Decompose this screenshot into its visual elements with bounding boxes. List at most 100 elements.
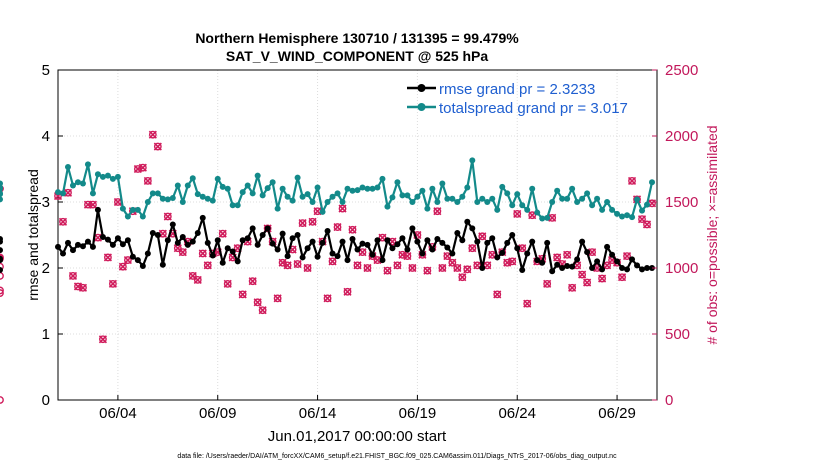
spread-point	[464, 184, 471, 191]
obs-point	[0, 186, 4, 193]
spread-point	[219, 183, 226, 190]
spread-point	[199, 193, 206, 200]
rmse-point	[454, 230, 461, 237]
spread-point	[129, 206, 136, 213]
rmse-point	[264, 225, 271, 232]
obs-point	[363, 263, 372, 273]
obs-point	[353, 261, 362, 270]
spread-point	[344, 185, 351, 192]
spread-point	[169, 195, 176, 202]
rmse-point	[279, 230, 286, 237]
legend-rmse-label: rmse grand pr = 2.3233	[439, 81, 595, 98]
rmse-point	[254, 241, 261, 248]
rmse-point	[594, 258, 601, 265]
spread-point	[429, 185, 436, 192]
rmse-point	[259, 232, 266, 238]
spread-point	[114, 173, 121, 180]
obs-point	[293, 259, 302, 269]
spread-point	[304, 191, 311, 198]
grid	[58, 70, 657, 400]
rmse-point	[174, 239, 181, 246]
rmse-point	[474, 238, 481, 245]
obs-point	[523, 299, 532, 308]
chart-title: Northern Hemisphere 130710 / 131395 = 99…	[195, 30, 519, 46]
obs-point	[513, 209, 522, 218]
spread-point	[399, 192, 406, 199]
rmse-point	[69, 247, 76, 254]
obs-point	[323, 294, 332, 303]
spread-point	[104, 172, 111, 179]
x-axis-label: Jun.01,2017 00:00:00 start	[268, 428, 447, 445]
spread-point	[79, 180, 86, 187]
spread-point	[324, 199, 331, 205]
spread-point	[374, 184, 381, 191]
rmse-point	[589, 265, 596, 271]
spread-point	[514, 191, 521, 198]
rmse-point	[514, 245, 521, 252]
rmse-point	[569, 263, 576, 270]
rmse-point	[0, 235, 3, 242]
spread-point	[0, 196, 3, 203]
rmse-point	[459, 237, 466, 244]
spread-point	[294, 174, 301, 181]
rmse-point	[79, 243, 86, 250]
obs-point	[273, 294, 282, 303]
spread-point	[644, 201, 651, 208]
spread-point	[544, 214, 551, 221]
spread-point	[394, 179, 401, 186]
spread-point	[189, 175, 196, 182]
rmse-point	[439, 239, 446, 246]
spread-point	[184, 182, 191, 189]
obs-point	[508, 257, 517, 266]
rmse-point	[119, 241, 126, 248]
spread-point	[109, 175, 116, 182]
obs-point	[333, 223, 342, 232]
obs-point	[588, 248, 597, 257]
spread-point	[0, 184, 3, 191]
spread-point	[254, 172, 261, 179]
spread-point	[0, 191, 3, 198]
spread-point	[89, 190, 96, 197]
obs-point	[0, 287, 4, 295]
spread-point	[594, 195, 601, 202]
spread-point	[484, 199, 491, 205]
spread-point	[159, 195, 166, 202]
spread-point	[639, 207, 646, 214]
spread-point	[55, 189, 61, 196]
rmse-point	[234, 258, 241, 265]
x-tick-label: 06/19	[399, 405, 437, 422]
obs-point	[0, 273, 4, 280]
rmse-point	[599, 266, 606, 273]
obs-point	[468, 244, 477, 253]
rmse-point	[414, 238, 421, 245]
obs-point	[433, 207, 442, 216]
obs-point	[583, 278, 592, 287]
rmse-point	[0, 247, 3, 254]
spread-point	[424, 205, 431, 212]
rmse-point	[204, 239, 211, 246]
obs-point	[123, 256, 132, 265]
rmse-point	[504, 239, 511, 246]
obs-point	[348, 225, 357, 234]
rmse-point	[55, 243, 61, 250]
rmse-point	[404, 246, 411, 253]
rmse-point	[354, 246, 361, 253]
rmse-point	[144, 250, 151, 257]
rmse-point	[429, 246, 436, 253]
y-axis-right-label: # of obs: o=possible; ×=assimilated	[704, 125, 720, 344]
legend: rmse grand pr = 2.3233 totalspread grand…	[407, 81, 628, 117]
obs-point	[627, 176, 637, 185]
spread-point	[59, 190, 66, 197]
obs-point	[178, 248, 187, 257]
y-left-tick-label: 2	[42, 260, 50, 277]
spread-point	[524, 206, 531, 213]
rmse-point	[624, 266, 631, 273]
obs-point	[203, 261, 212, 270]
rmse-point	[374, 237, 381, 244]
obs-point	[393, 261, 402, 270]
spread-point	[559, 195, 566, 202]
spread-point	[74, 179, 81, 186]
spread-point	[149, 190, 156, 197]
rmse-point	[74, 241, 81, 248]
spread-point	[259, 192, 266, 199]
